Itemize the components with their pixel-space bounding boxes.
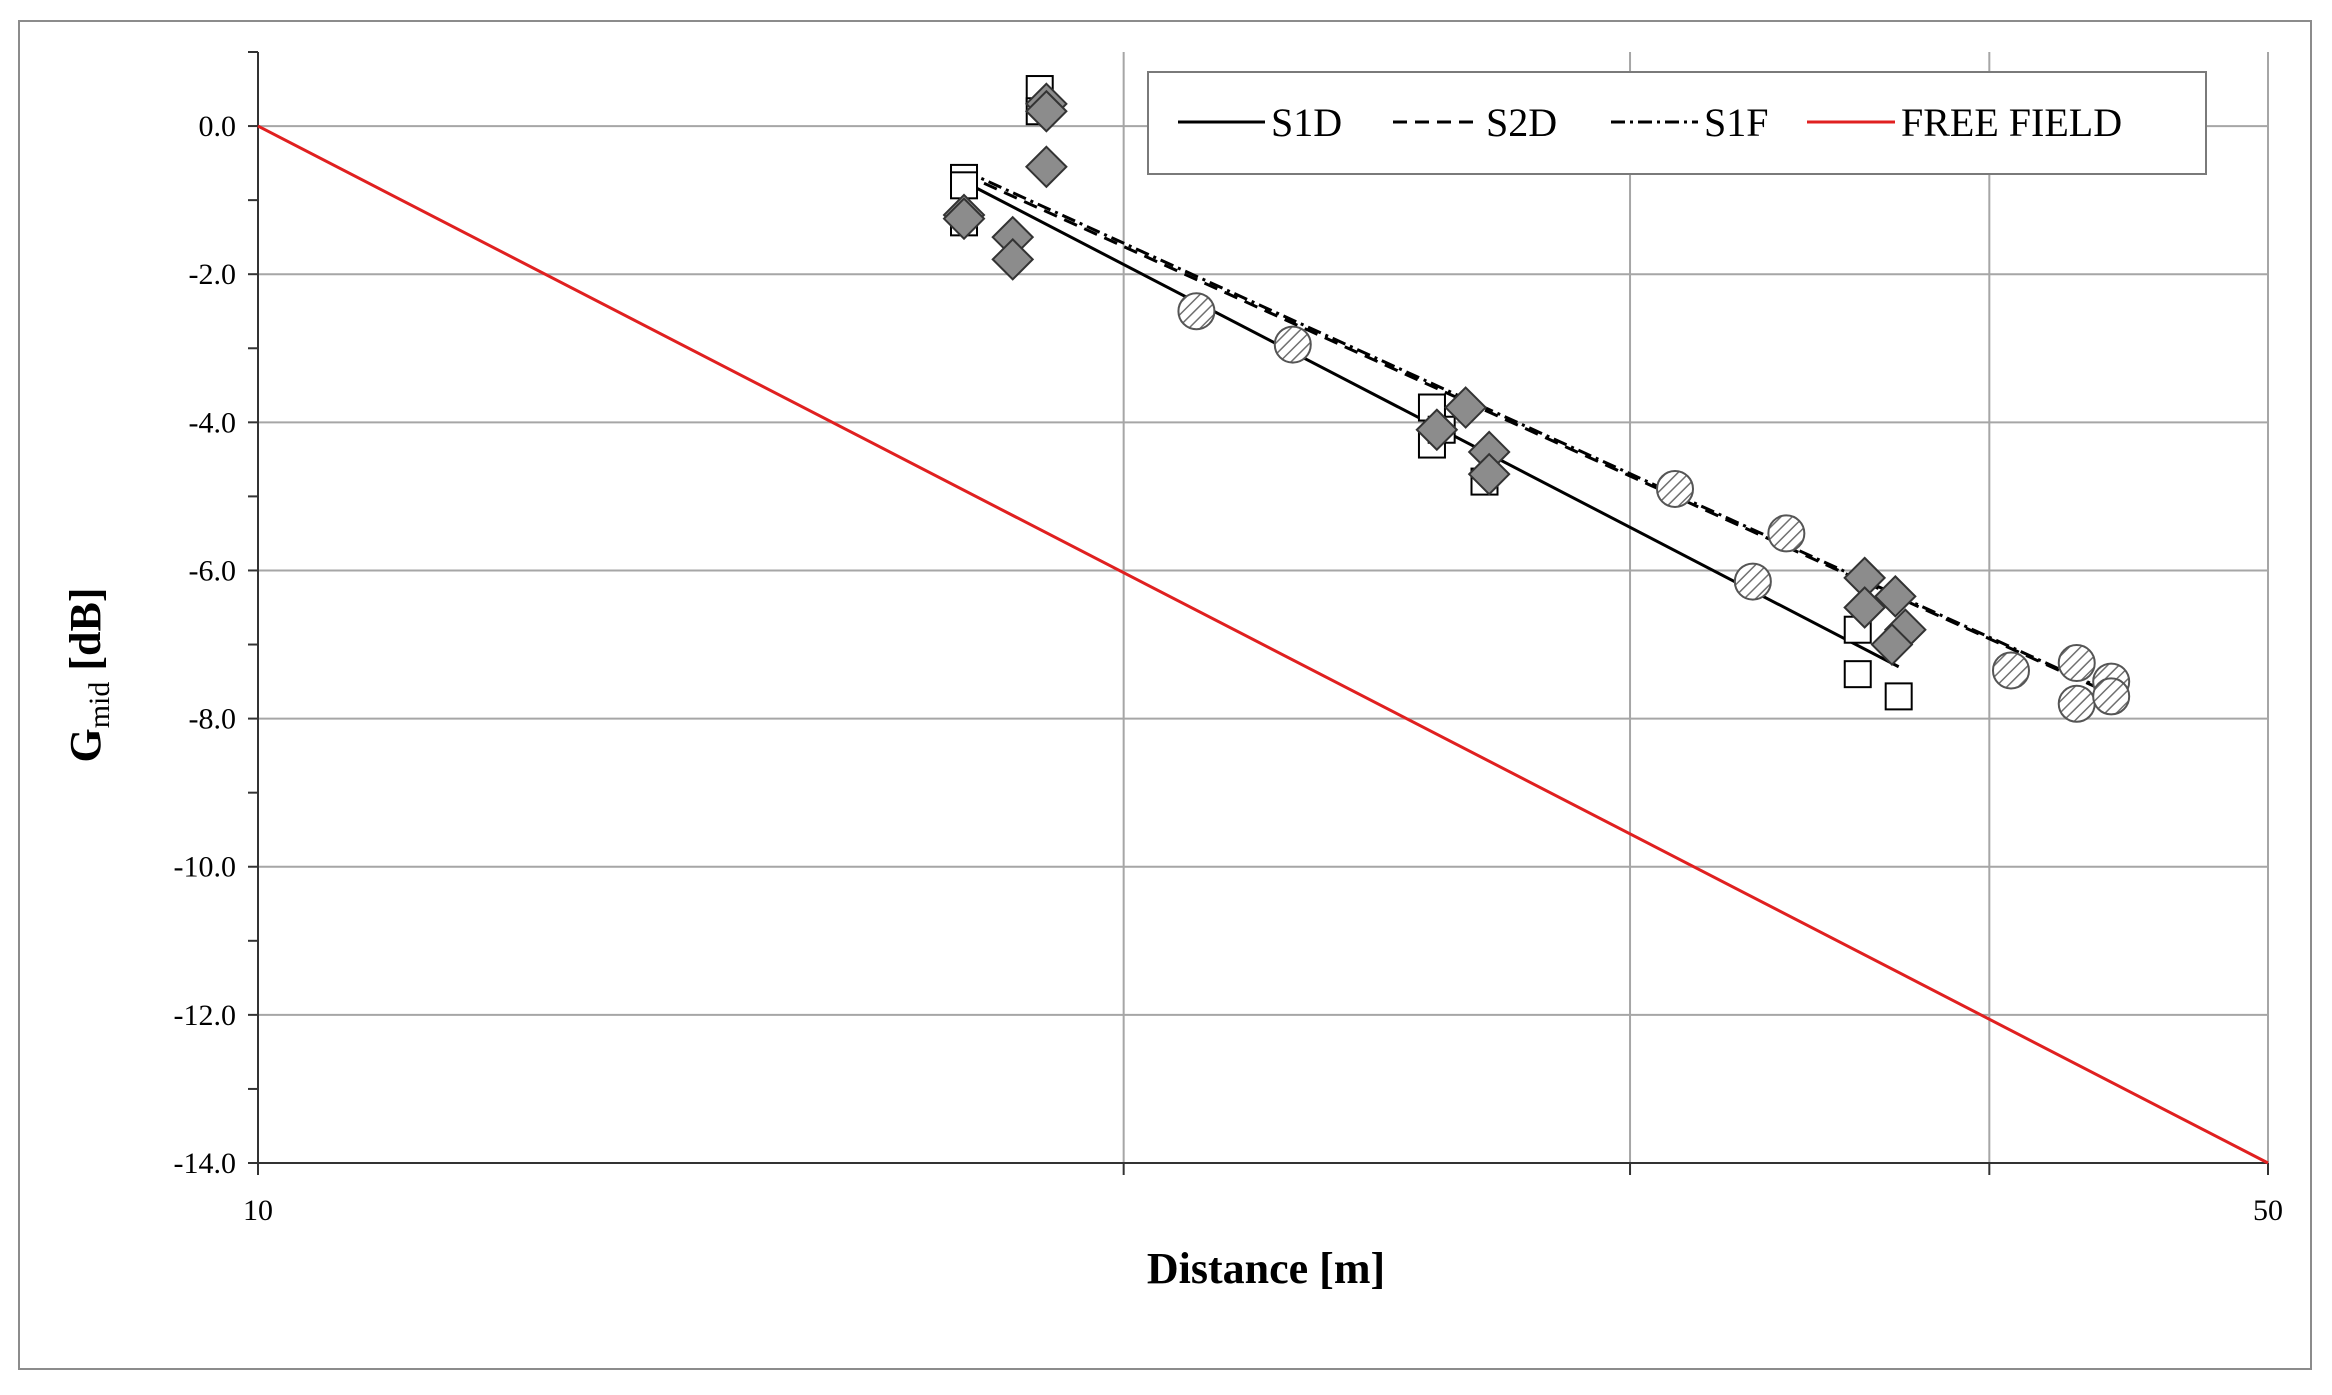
legend-label-s1d: S1D — [1271, 100, 1342, 145]
data-point-s2d — [1024, 145, 1068, 189]
axes: 0.0 -2.0 -4.0 -6.0 -8.0 -10.0 -12.0 -14.010 50 — [174, 51, 2283, 1227]
data-point-s1f — [1177, 292, 1216, 331]
y-axis-title: Gmid [dB] — [61, 587, 116, 762]
y-axis-title-unit: [dB] — [61, 587, 110, 681]
data-point-s1d — [1884, 682, 1913, 711]
data-point-s1f — [2092, 677, 2131, 716]
data-point-s1f — [2057, 684, 2096, 723]
data-point-s2d — [942, 197, 986, 241]
data-point-s2d — [1873, 574, 1917, 618]
data-point-s2d — [991, 237, 1035, 281]
y-axis-title-main: G — [61, 728, 110, 762]
y-axis-title-sub: mid — [83, 682, 116, 729]
legend-label-s1f: S1F — [1704, 100, 1769, 145]
data-point-s2d — [1444, 386, 1488, 429]
chart-frame — [18, 20, 2312, 1370]
x-tick-label: 10 — [243, 1194, 273, 1227]
legend: S1D S2D S1F FREE FIELD — [1147, 71, 2207, 175]
data-point-s1f — [1733, 562, 1772, 601]
data-point-s1f — [1767, 514, 1806, 553]
y-tick-label: -6.0 — [189, 554, 237, 587]
series-lines — [257, 124, 2269, 1165]
grid-lines — [258, 52, 2269, 1163]
data-point-s2d — [1024, 89, 1068, 133]
y-tick-label: -2.0 — [189, 258, 237, 291]
data-point-s2d — [1870, 623, 1914, 666]
data-point-s1f — [1273, 325, 1312, 364]
data-point-s1f — [2057, 644, 2096, 683]
data-point-s2d — [1415, 408, 1459, 452]
trend-line-s1f — [963, 169, 2112, 695]
y-tick-label: -10.0 — [174, 851, 237, 884]
legend-label-s2d: S2D — [1486, 100, 1557, 145]
x-axis-title: Distance [m] — [1147, 1244, 1385, 1293]
data-point-s2d — [1467, 452, 1511, 496]
data-point-s1f — [1656, 469, 1695, 508]
free-field-line — [257, 124, 2269, 1165]
x-tick-label: 50 — [2253, 1194, 2283, 1227]
data-markers — [942, 75, 2131, 723]
legend-label-free-field: FREE FIELD — [1901, 100, 2122, 145]
data-point-s1f — [1991, 651, 2030, 690]
data-point-s2d — [1843, 586, 1887, 629]
trend-line-s2d — [963, 172, 2109, 695]
y-tick-label: 0.0 — [199, 110, 237, 143]
y-tick-label: -4.0 — [189, 406, 237, 439]
y-tick-label: -12.0 — [174, 999, 237, 1032]
y-tick-label: -14.0 — [174, 1147, 237, 1180]
y-tick-label: -8.0 — [189, 703, 237, 736]
svg-text:Gmid [dB]: Gmid [dB] — [61, 587, 116, 762]
data-point-s1d — [1843, 660, 1872, 689]
